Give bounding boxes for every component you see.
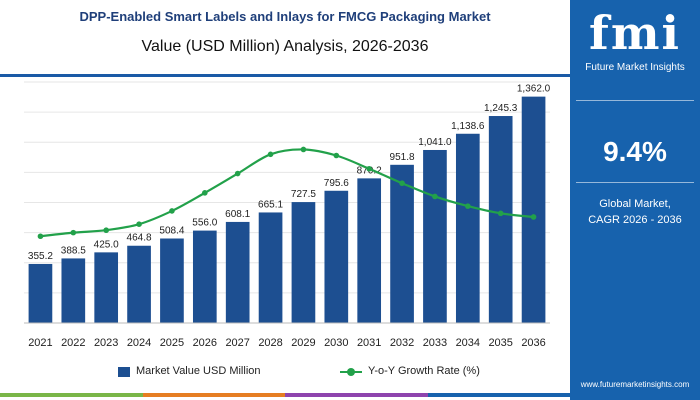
panel-divider bbox=[576, 182, 694, 183]
bar bbox=[258, 212, 283, 323]
x-tick-label: 2024 bbox=[127, 337, 151, 349]
x-tick-label: 2035 bbox=[488, 337, 512, 349]
cagr-value: 9.4% bbox=[603, 136, 667, 167]
bar bbox=[324, 190, 349, 323]
growth-rate-point bbox=[136, 221, 142, 227]
x-tick-label: 2033 bbox=[423, 337, 447, 349]
x-tick-label: 2030 bbox=[324, 337, 348, 349]
bar-value-label: 556.0 bbox=[192, 218, 217, 229]
bar bbox=[160, 238, 184, 323]
strip-segment bbox=[427, 393, 570, 397]
bar-value-label: 508.4 bbox=[159, 226, 184, 237]
growth-rate-point bbox=[333, 152, 340, 159]
chart-legend: Market Value USD Million Y-o-Y Growth Ra… bbox=[0, 364, 570, 380]
growth-rate-point bbox=[103, 227, 109, 234]
fmi-logo: fmi bbox=[589, 6, 681, 60]
legend-bar-swatch bbox=[118, 367, 130, 377]
website-link[interactable]: www.futuremarketinsights.com bbox=[580, 380, 690, 389]
cagr-label-line1: Global Market, bbox=[599, 198, 671, 210]
bar-value-label: 1,138.6 bbox=[451, 121, 485, 132]
bottom-color-strip bbox=[0, 393, 570, 397]
bar-value-label: 1,041.0 bbox=[418, 137, 452, 148]
bar bbox=[521, 96, 546, 323]
bar-value-label: 665.1 bbox=[258, 199, 283, 210]
growth-rate-point bbox=[432, 193, 438, 200]
growth-rate-point bbox=[300, 146, 307, 153]
bar bbox=[127, 245, 151, 323]
x-tick-label: 2027 bbox=[225, 337, 249, 349]
growth-rate-point bbox=[37, 233, 44, 240]
bar bbox=[357, 178, 382, 323]
bar-value-label: 1,245.3 bbox=[484, 103, 518, 114]
bar bbox=[28, 263, 53, 323]
bar-value-label: 425.0 bbox=[94, 239, 119, 250]
cagr-label-line2: CAGR 2026 - 2036 bbox=[588, 214, 682, 226]
x-tick-label: 2031 bbox=[357, 337, 381, 349]
chart-plot: 355.2 2021 388.5 2022 425.0 2023 464.8 2024 508.… bbox=[24, 81, 551, 349]
panel-divider bbox=[576, 100, 694, 101]
legend-line-marker bbox=[347, 368, 355, 376]
strip-segment bbox=[0, 393, 143, 397]
bar bbox=[225, 221, 250, 323]
x-tick-label: 2023 bbox=[94, 337, 118, 349]
growth-rate-point bbox=[530, 214, 537, 220]
x-tick-label: 2022 bbox=[61, 337, 85, 349]
x-tick-label: 2034 bbox=[456, 337, 480, 349]
bar bbox=[488, 116, 513, 323]
x-tick-label: 2025 bbox=[160, 337, 184, 349]
growth-rate-point bbox=[202, 190, 208, 196]
growth-rate-line bbox=[40, 148, 534, 238]
legend-bar-label: Market Value USD Million bbox=[136, 365, 261, 377]
bar-value-label: 464.8 bbox=[127, 233, 152, 244]
bar-value-label: 355.2 bbox=[28, 251, 53, 262]
x-tick-label: 2028 bbox=[258, 337, 282, 349]
growth-rate-point bbox=[267, 151, 274, 158]
logo-subtitle: Future Market Insights bbox=[585, 62, 685, 73]
growth-rate-point bbox=[465, 203, 471, 209]
growth-rate-point bbox=[70, 229, 77, 236]
title-divider bbox=[0, 74, 570, 77]
brand-panel: fmi Future Market Insights 9.4% Global M… bbox=[570, 0, 700, 400]
bar bbox=[192, 230, 217, 323]
growth-rate-point bbox=[234, 170, 241, 177]
bar bbox=[390, 164, 414, 323]
growth-rate-point bbox=[366, 165, 372, 172]
strip-segment bbox=[285, 393, 428, 397]
growth-rate-point bbox=[497, 210, 504, 217]
x-tick-label: 2036 bbox=[521, 337, 545, 349]
bar-value-label: 388.5 bbox=[61, 245, 86, 256]
growth-rate-point bbox=[169, 208, 175, 214]
x-tick-label: 2021 bbox=[28, 337, 52, 349]
cagr-label: Global Market, CAGR 2026 - 2036 bbox=[570, 196, 700, 228]
growth-rate-point bbox=[399, 180, 405, 187]
x-tick-label: 2026 bbox=[193, 337, 217, 349]
bar bbox=[455, 133, 480, 323]
bar bbox=[423, 149, 447, 323]
strip-segment bbox=[142, 393, 285, 397]
bar bbox=[61, 258, 86, 323]
bar bbox=[94, 252, 119, 323]
bar-value-label: 795.6 bbox=[324, 178, 349, 189]
chart-subtitle: Value (USD Million) Analysis, 2026-2036 bbox=[141, 38, 429, 55]
x-tick-label: 2029 bbox=[291, 337, 315, 349]
bar-value-label: 608.1 bbox=[225, 209, 250, 220]
chart-panel: DPP-Enabled Smart Labels and Inlays for … bbox=[0, 9, 570, 397]
chart-title: DPP-Enabled Smart Labels and Inlays for … bbox=[79, 9, 491, 24]
bar-value-label: 951.8 bbox=[390, 152, 415, 163]
bar-value-label: 1,362.0 bbox=[517, 84, 551, 95]
x-tick-label: 2032 bbox=[390, 337, 414, 349]
legend-line-label: Y-o-Y Growth Rate (%) bbox=[368, 365, 480, 377]
bar bbox=[291, 202, 316, 323]
bar-value-label: 727.5 bbox=[291, 189, 316, 200]
